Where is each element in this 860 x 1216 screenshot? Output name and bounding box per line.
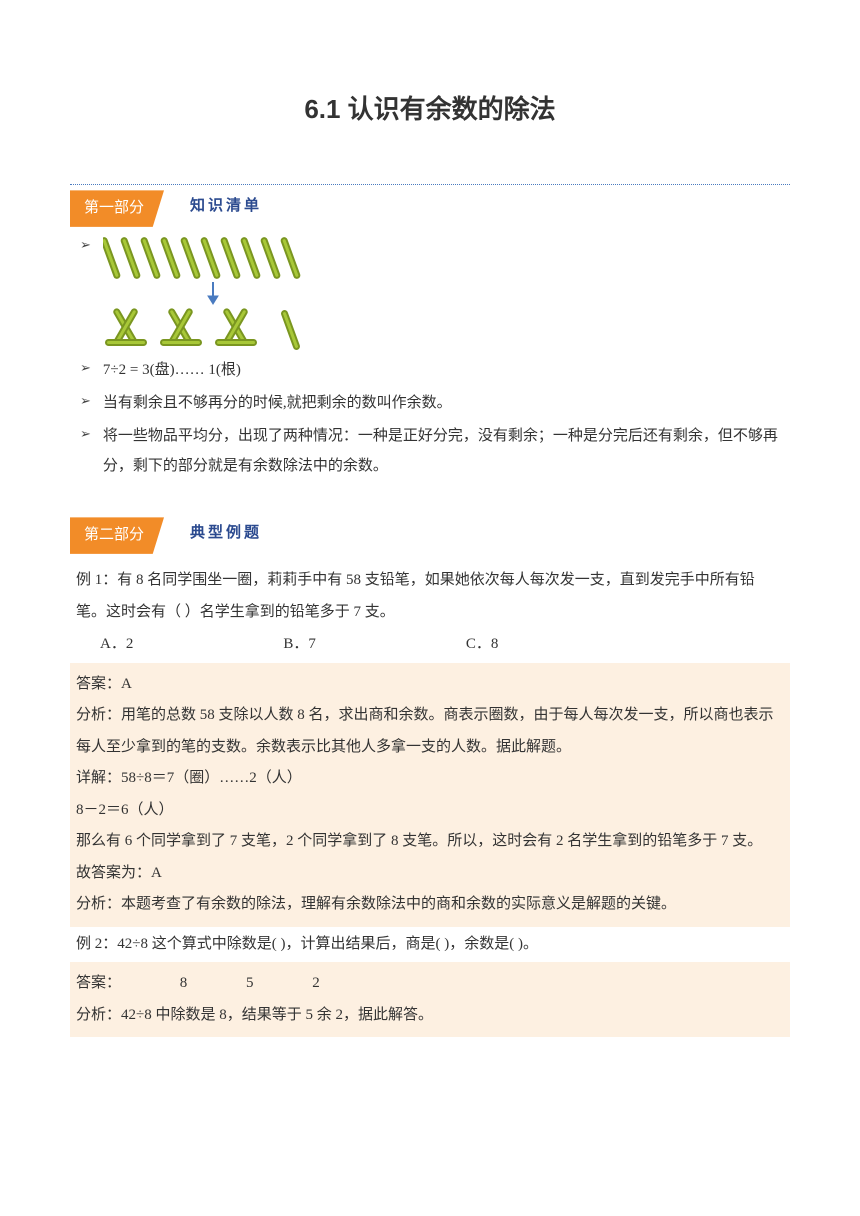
choice-c: C．8	[466, 630, 499, 659]
choice-a: A．2	[100, 630, 133, 659]
example1: 例 1：有 8 名同学围坐一圈，莉莉手中有 58 支铅笔，如果她依次每人每次发一…	[70, 565, 790, 1037]
section1-header: 第一部分 知识清单	[70, 184, 790, 224]
analysis-text: 分析：用笔的总数 58 支除以人数 8 名，求出商和余数。商表示圈数，由于每人每…	[76, 700, 784, 763]
analysis-text: 分析：本题考查了有余数的除法，理解有余数除法中的商和余数的实际意义是解题的关键。	[76, 889, 784, 921]
dotted-divider	[70, 184, 790, 185]
detail-text: 详解：58÷8＝7（圈）……2（人）	[76, 763, 784, 795]
answer-value: 2	[312, 968, 320, 1000]
bullet-item: ➢ 将一些物品平均分，出现了两种情况：一种是正好分完，没有剩余；一种是分完后还有…	[80, 421, 790, 481]
page-title: 6.1 认识有余数的除法	[70, 85, 790, 134]
answer-value: 8	[180, 968, 188, 1000]
example2-stem: 例 2：42÷8 这个算式中除数是( )，计算出结果后，商是( )，余数是( )…	[70, 929, 790, 961]
bullet-marker-icon: ➢	[80, 355, 91, 381]
analysis-text: 分析：42÷8 中除数是 8，结果等于 5 余 2，据此解答。	[76, 1000, 784, 1032]
bullet-marker-icon: ➢	[80, 421, 91, 447]
sticks-diagram	[103, 232, 790, 352]
example2-answer: 答案： 8 5 2 分析：42÷8 中除数是 8，结果等于 5 余 2，据此解答…	[70, 962, 790, 1037]
bullet-text: 当有剩余且不够再分的时候,就把剩余的数叫作余数。	[103, 388, 790, 418]
example1-answer: 答案：A 分析：用笔的总数 58 支除以人数 8 名，求出商和余数。商表示圈数，…	[70, 663, 790, 927]
section1-subtitle: 知识清单	[190, 192, 262, 221]
bullet-marker-icon: ➢	[80, 388, 91, 414]
answer-value: 5	[246, 968, 254, 1000]
section1-tab: 第一部分	[70, 190, 164, 227]
example1-choices: A．2 B．7 C．8	[70, 628, 790, 661]
bullet-item: ➢ 当有剩余且不够再分的时候,就把剩余的数叫作余数。	[80, 388, 790, 418]
bullet-text: 将一些物品平均分，出现了两种情况：一种是正好分完，没有剩余；一种是分完后还有剩余…	[103, 421, 790, 481]
section2-tab: 第二部分	[70, 517, 164, 554]
choice-b: B．7	[283, 630, 316, 659]
knowledge-list: ➢	[70, 232, 790, 481]
section2-header: 第二部分 典型例题	[70, 511, 790, 551]
section2-subtitle: 典型例题	[190, 519, 262, 548]
bullet-item: ➢ 7÷2 = 3(盘)…… 1(根)	[80, 355, 790, 385]
answer-values: 答案： 8 5 2	[76, 968, 784, 1000]
bullet-item: ➢	[80, 232, 790, 352]
conclusion-text: 故答案为：A	[76, 858, 784, 890]
answer-label: 答案：	[76, 968, 121, 1000]
bullet-text: 7÷2 = 3(盘)…… 1(根)	[103, 355, 790, 385]
detail-text: 8－2＝6（人）	[76, 795, 784, 827]
bullet-marker-icon: ➢	[80, 232, 91, 258]
detail-text: 那么有 6 个同学拿到了 7 支笔，2 个同学拿到了 8 支笔。所以，这时会有 …	[76, 826, 784, 858]
example1-stem: 例 1：有 8 名同学围坐一圈，莉莉手中有 58 支铅笔，如果她依次每人每次发一…	[70, 565, 790, 628]
answer-label: 答案：A	[76, 669, 784, 701]
